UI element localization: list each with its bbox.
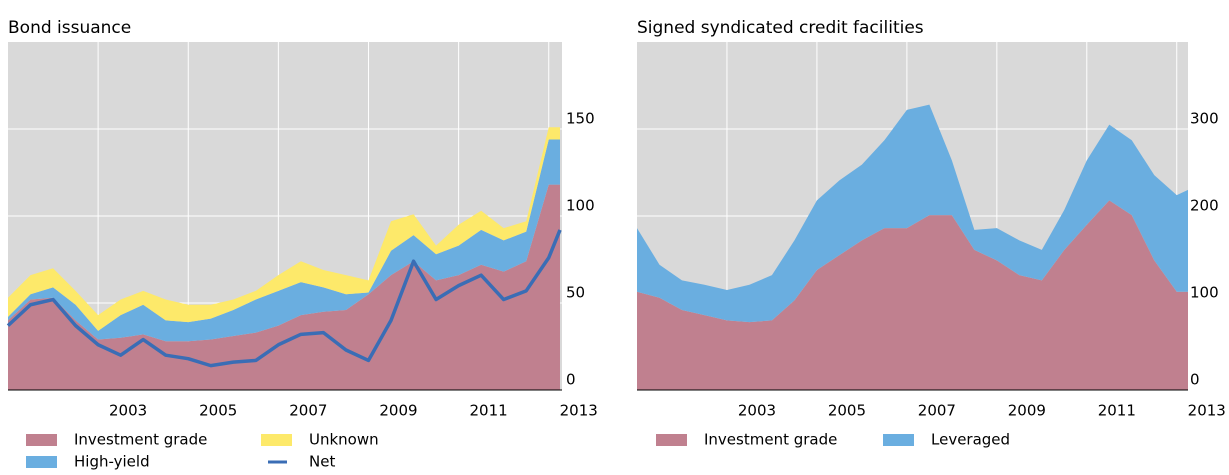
- legend-label: Leveraged: [931, 431, 1010, 449]
- legend-swatch: [883, 434, 914, 446]
- x-tick-label: 2003: [738, 402, 776, 420]
- x-tick-label: 2011: [470, 402, 508, 420]
- x-tick-label: 2003: [109, 402, 147, 420]
- area: [637, 104, 1188, 323]
- chart-title: Signed syndicated credit facilities: [637, 18, 924, 38]
- legend-label: Net: [309, 453, 335, 471]
- x-tick-label: 2011: [1098, 402, 1136, 420]
- y-tick-label: 0: [566, 371, 576, 389]
- legend-swatch: [26, 456, 57, 468]
- x-tick-label: 2007: [289, 402, 327, 420]
- chart-title: Bond issuance: [8, 18, 131, 38]
- area: [637, 200, 1188, 390]
- y-tick-label: 100: [1190, 284, 1219, 302]
- y-tick-label: 100: [566, 197, 595, 215]
- x-tick-label: 2005: [828, 402, 866, 420]
- x-tick-label: 2009: [379, 402, 417, 420]
- x-tick-label: 2005: [199, 402, 237, 420]
- legend-label: High-yield: [74, 453, 150, 471]
- x-tick-label: 2009: [1008, 402, 1046, 420]
- y-tick-label: 50: [566, 284, 585, 302]
- legend-label: Investment grade: [74, 431, 207, 449]
- legend-label: Investment grade: [704, 431, 837, 449]
- line: [6, 229, 562, 368]
- legend-swatch: [26, 434, 57, 446]
- y-tick-label: 0: [1190, 371, 1200, 389]
- y-tick-label: 300: [1190, 110, 1219, 128]
- x-tick-label: 2013: [1188, 402, 1226, 420]
- x-tick-label: 2013: [560, 402, 598, 420]
- area: [8, 139, 560, 342]
- y-tick-label: 200: [1190, 197, 1219, 215]
- area: [8, 184, 560, 390]
- legend-swatch: [656, 434, 687, 446]
- y-tick-label: 150: [566, 110, 595, 128]
- x-tick-label: 2007: [918, 402, 956, 420]
- legend-label: Unknown: [309, 431, 379, 449]
- legend-swatch: [261, 434, 292, 446]
